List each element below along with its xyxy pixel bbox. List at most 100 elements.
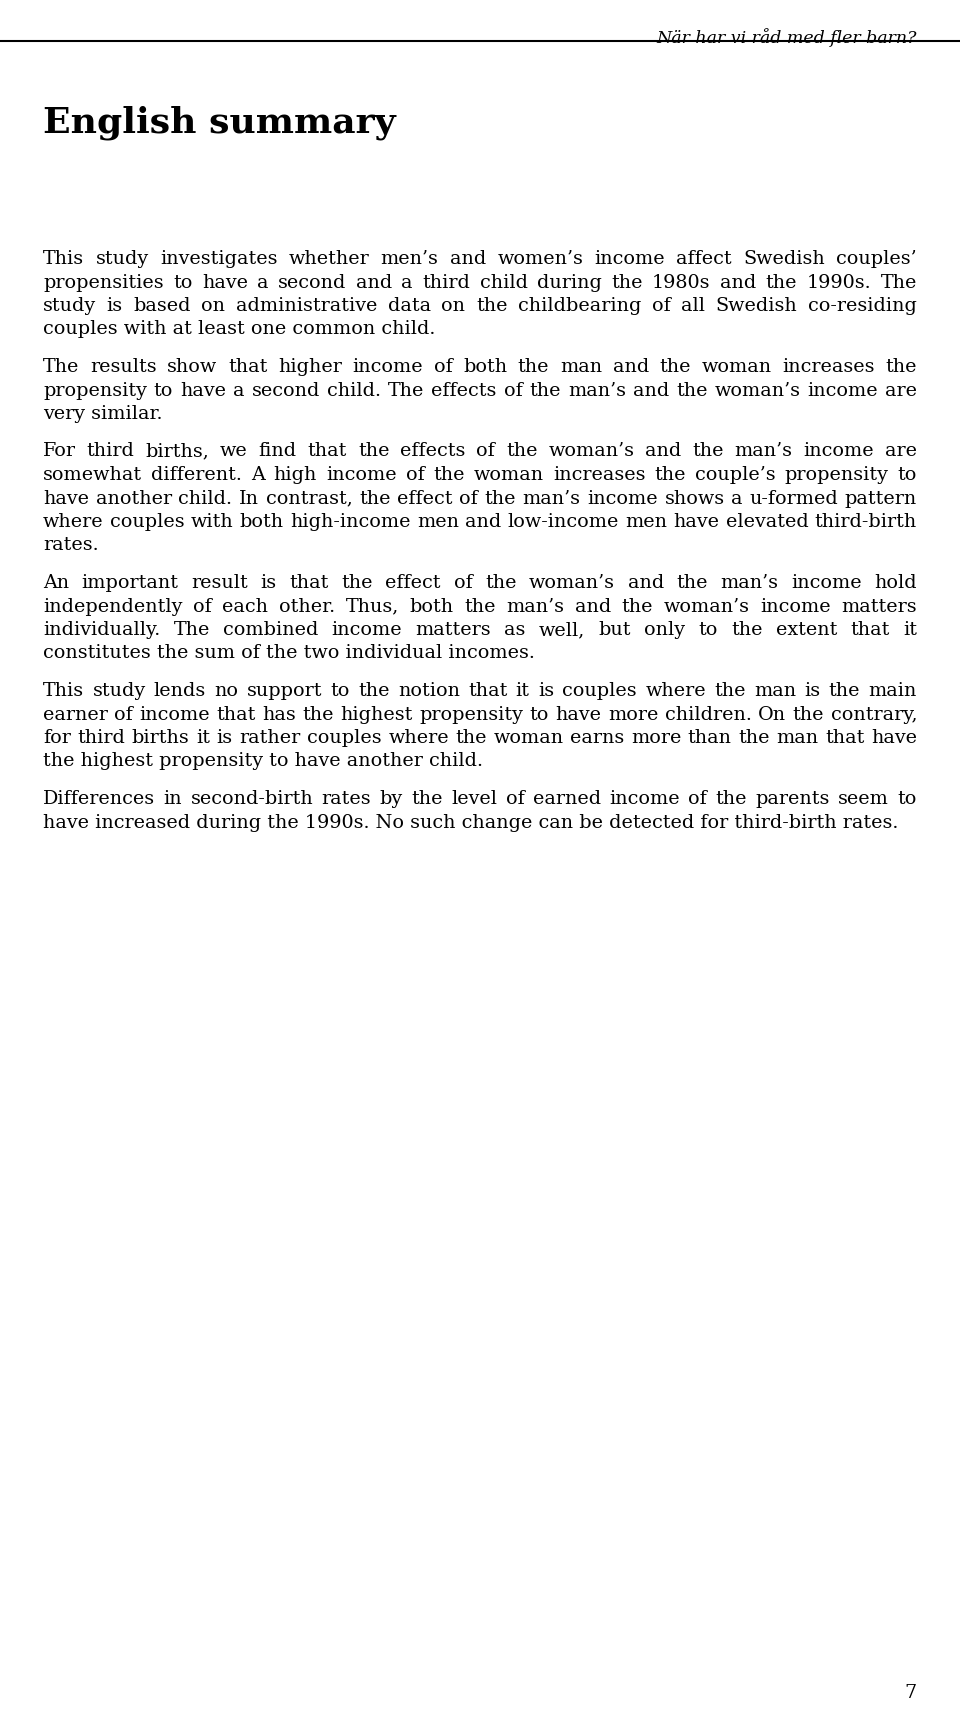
Text: the: the [485,574,516,591]
Text: have: have [202,274,248,291]
Text: constitutes the sum of the two individual incomes.: constitutes the sum of the two individua… [43,644,535,662]
Text: third: third [422,274,470,291]
Text: the: the [485,489,516,507]
Text: the: the [358,682,390,700]
Text: An: An [43,574,69,591]
Text: are: are [885,443,917,460]
Text: the highest propensity to have another child.: the highest propensity to have another c… [43,751,483,770]
Text: of: of [114,705,133,724]
Text: both: both [463,358,507,376]
Text: to: to [173,274,192,291]
Text: and: and [633,381,669,400]
Text: hold: hold [875,574,917,591]
Text: affect: affect [677,250,732,267]
Text: woman: woman [702,358,772,376]
Text: The: The [43,358,80,376]
Text: the: the [434,465,465,484]
Text: the: the [612,274,643,291]
Text: The: The [174,620,210,639]
Text: show: show [167,358,218,376]
Text: income: income [352,358,423,376]
Text: is: is [804,682,821,700]
Text: rates.: rates. [43,536,99,555]
Text: the: the [766,274,797,291]
Text: shows: shows [664,489,725,507]
Text: is: is [538,682,554,700]
Text: men: men [625,513,667,531]
Text: and: and [575,598,611,615]
Text: it: it [516,682,530,700]
Text: On: On [758,705,786,724]
Text: the: the [455,729,487,746]
Text: combined: combined [223,620,319,639]
Text: income: income [807,381,878,400]
Text: couples with at least one common child.: couples with at least one common child. [43,320,436,338]
Text: the: the [411,789,443,808]
Text: propensity: propensity [420,705,523,724]
Text: to: to [330,682,349,700]
Text: support: support [247,682,323,700]
Text: The: The [880,274,917,291]
Text: of: of [459,489,478,507]
Text: of: of [506,789,524,808]
Text: investigates: investigates [159,250,277,267]
Text: on: on [442,296,466,315]
Text: the: the [692,443,724,460]
Text: where: where [43,513,104,531]
Text: For: For [43,443,76,460]
Text: parents: parents [756,789,829,808]
Text: Differences: Differences [43,789,156,808]
Text: that: that [228,358,268,376]
Text: u-formed: u-formed [750,489,838,507]
Text: higher: higher [278,358,342,376]
Text: woman’s: woman’s [714,381,801,400]
Text: very similar.: very similar. [43,405,162,422]
Text: of: of [434,358,452,376]
Text: both: both [409,598,453,615]
Text: find: find [259,443,297,460]
Text: level: level [451,789,497,808]
Text: the: the [660,358,691,376]
Text: low-income: low-income [508,513,619,531]
Text: seem: seem [838,789,889,808]
Text: for: for [43,729,71,746]
Text: earner: earner [43,705,108,724]
Text: income: income [588,489,658,507]
Text: births: births [132,729,189,746]
Text: the: the [302,705,334,724]
Text: child: child [480,274,528,291]
Text: another: another [96,489,172,507]
Text: couple’s: couple’s [695,465,776,484]
Text: somewhat: somewhat [43,465,142,484]
Text: where: where [388,729,449,746]
Text: The: The [388,381,424,400]
Text: well,: well, [539,620,586,639]
Text: that: that [851,620,890,639]
Text: study: study [43,296,96,315]
Text: elevated: elevated [726,513,808,531]
Text: contrary,: contrary, [830,705,917,724]
Text: is: is [107,296,123,315]
Text: is: is [261,574,276,591]
Text: to: to [898,789,917,808]
Text: and: and [466,513,501,531]
Text: data: data [388,296,431,315]
Text: of: of [504,381,522,400]
Text: woman’s: woman’s [663,598,750,615]
Text: propensities: propensities [43,274,163,291]
Text: men: men [417,513,459,531]
Text: as: as [504,620,526,639]
Text: the: the [677,574,708,591]
Text: a: a [732,489,743,507]
Text: that: that [825,729,864,746]
Text: highest: highest [341,705,413,724]
Text: of: of [688,789,708,808]
Text: second: second [252,381,320,400]
Text: by: by [380,789,403,808]
Text: that: that [289,574,328,591]
Text: the: the [828,682,860,700]
Text: important: important [82,574,179,591]
Text: high-income: high-income [290,513,411,531]
Text: it: it [903,620,917,639]
Text: study: study [95,250,149,267]
